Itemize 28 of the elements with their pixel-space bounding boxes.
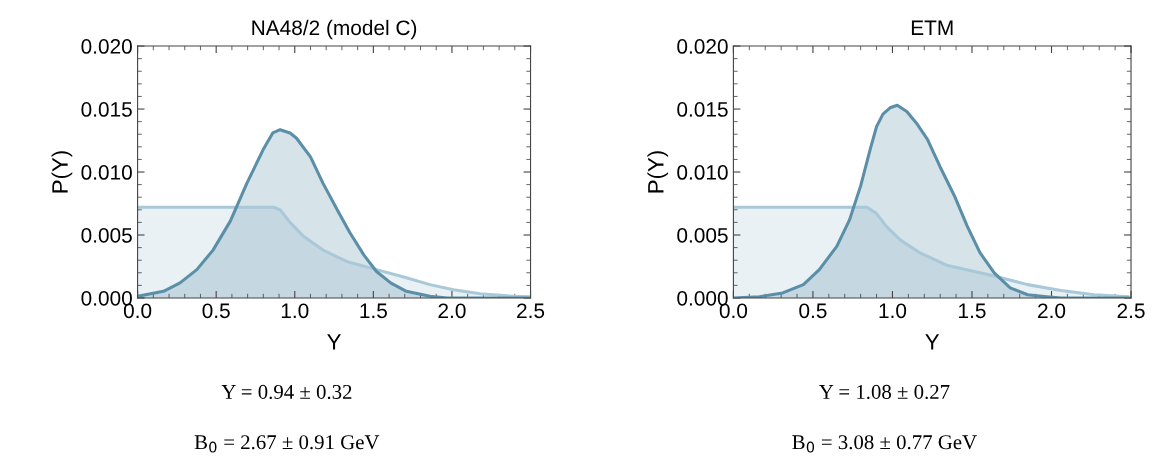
y-tick-label: 0.005 — [81, 228, 132, 243]
x-axis-title: Y — [925, 334, 940, 350]
x-tick-label: 2.0 — [438, 303, 466, 319]
y-axis-title: P(Y) — [51, 151, 73, 193]
x-tick-label: 1.5 — [959, 303, 986, 319]
y-tick-label: 0.010 — [677, 165, 728, 180]
x-tick-label: 0.5 — [202, 303, 230, 319]
y-axis-title: P(Y) — [647, 151, 669, 193]
y-tick-label: 0.005 — [677, 228, 728, 243]
y-tick-label: 0.020 — [677, 39, 728, 54]
x-tick-label: 2.5 — [517, 303, 545, 319]
x-tick-label: 2.5 — [1117, 303, 1145, 319]
x-tick-label: 1.5 — [360, 303, 387, 319]
text: Y = 1.08 ± 0.27 — [819, 384, 950, 400]
text: Y = 0.94 ± 0.32 — [221, 384, 352, 400]
x-tick-label: 1.0 — [879, 303, 907, 319]
y-tick-label: 0.020 — [81, 39, 132, 54]
text: B$_{0}$ = 2.67 ± 0.91 GeV — [194, 435, 380, 453]
x-tick-label: 0.5 — [799, 303, 827, 319]
y-tick-label: 0.015 — [81, 102, 132, 117]
x-tick-label: 1.0 — [281, 303, 309, 319]
x-tick-label: 2.0 — [1038, 303, 1066, 319]
y-tick-label: 0.015 — [677, 102, 728, 117]
text: B$_{0}$ = 3.08 ± 0.77 GeV — [792, 435, 977, 453]
chart-title: NA48/2 (model C) — [252, 19, 417, 40]
x-axis-title: Y — [327, 334, 341, 350]
y-tick-label: 0.010 — [81, 165, 132, 180]
chart-title: ETM — [911, 20, 953, 35]
